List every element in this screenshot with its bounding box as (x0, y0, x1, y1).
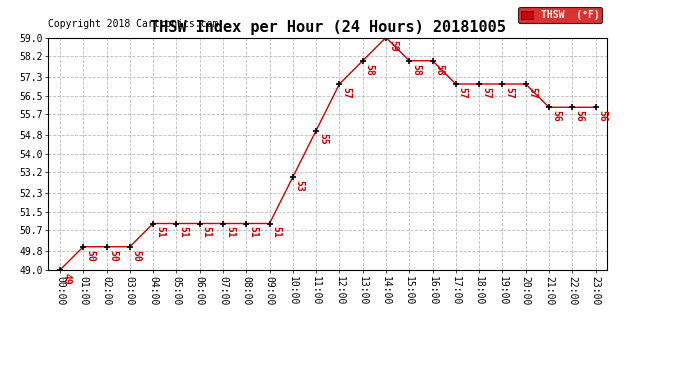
Text: 51: 51 (155, 226, 165, 238)
Text: 57: 57 (504, 87, 514, 99)
Legend: THSW  (°F): THSW (°F) (518, 8, 602, 23)
Text: 58: 58 (435, 63, 444, 75)
Text: 51: 51 (271, 226, 282, 238)
Text: 51: 51 (225, 226, 235, 238)
Title: THSW Index per Hour (24 Hours) 20181005: THSW Index per Hour (24 Hours) 20181005 (150, 20, 506, 35)
Text: Copyright 2018 Cartronics.com: Copyright 2018 Cartronics.com (48, 19, 219, 29)
Text: 51: 51 (178, 226, 188, 238)
Text: 57: 57 (457, 87, 468, 99)
Text: 58: 58 (364, 63, 375, 75)
Text: 58: 58 (411, 63, 421, 75)
Text: 50: 50 (132, 249, 141, 261)
Text: 56: 56 (551, 110, 561, 122)
Text: 56: 56 (598, 110, 607, 122)
Text: 49: 49 (62, 273, 72, 285)
Text: 50: 50 (108, 249, 119, 261)
Text: 59: 59 (388, 40, 398, 52)
Text: 57: 57 (528, 87, 538, 99)
Text: 55: 55 (318, 133, 328, 145)
Text: 57: 57 (481, 87, 491, 99)
Text: 57: 57 (342, 87, 351, 99)
Text: 53: 53 (295, 180, 305, 192)
Text: 51: 51 (201, 226, 212, 238)
Text: 51: 51 (248, 226, 258, 238)
Text: 50: 50 (85, 249, 95, 261)
Text: 56: 56 (574, 110, 584, 122)
